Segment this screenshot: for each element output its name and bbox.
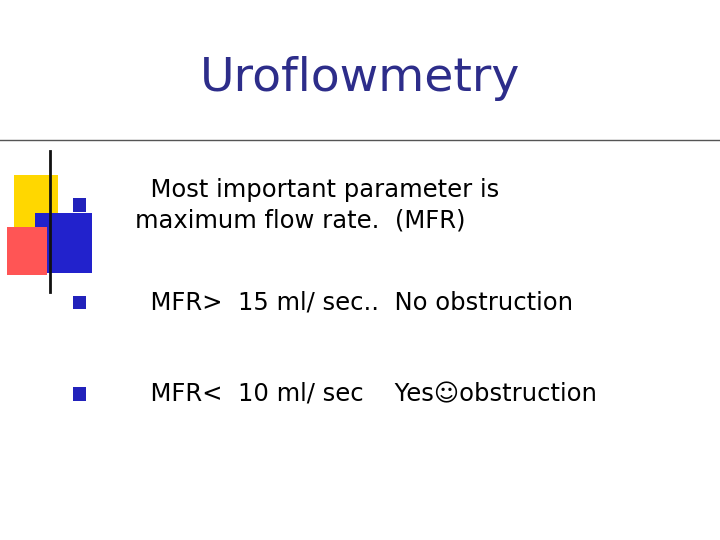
Bar <box>73 198 86 212</box>
Text: Most important parameter is
    maximum flow rate.  (MFR): Most important parameter is maximum flow… <box>104 178 500 233</box>
Text: MFR<  10 ml/ sec    Yes☺obstruction: MFR< 10 ml/ sec Yes☺obstruction <box>104 382 598 406</box>
Bar <box>7 227 47 275</box>
Bar <box>14 176 58 238</box>
Text: MFR>  15 ml/ sec..  No obstruction: MFR> 15 ml/ sec.. No obstruction <box>104 291 573 314</box>
Text: Uroflowmetry: Uroflowmetry <box>200 56 520 101</box>
Bar <box>35 213 92 273</box>
Bar <box>73 296 86 309</box>
Bar <box>73 388 86 401</box>
